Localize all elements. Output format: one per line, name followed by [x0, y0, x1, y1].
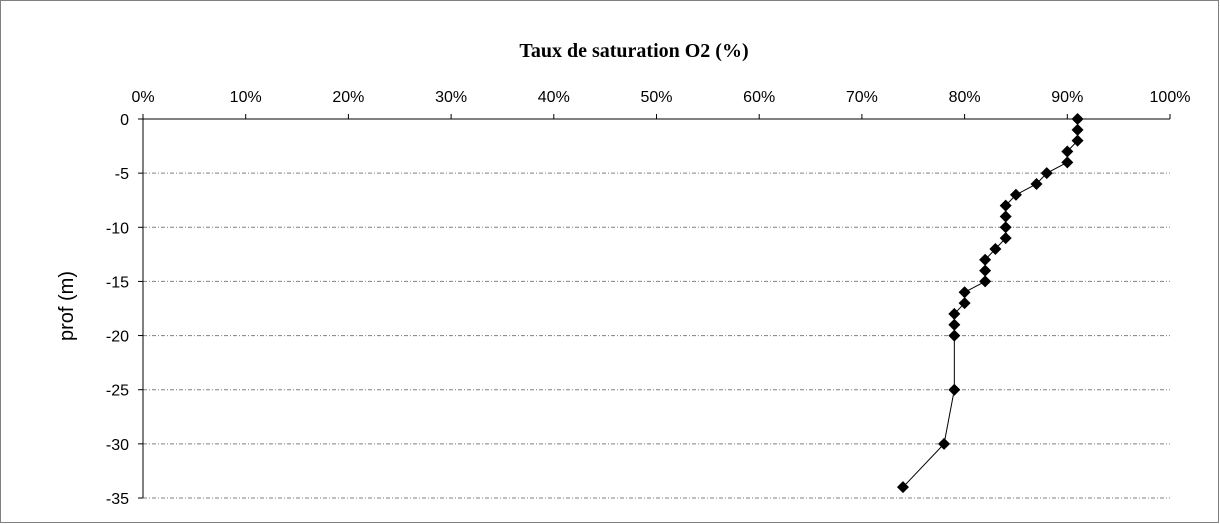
y-tick-label: -5 [115, 166, 129, 183]
data-point-marker [999, 221, 1012, 234]
y-tick-label: -30 [106, 437, 129, 454]
y-tick-label: 0 [120, 112, 129, 129]
y-tick-label: -25 [106, 383, 129, 400]
data-point-marker [999, 232, 1012, 245]
x-tick-label: 80% [949, 89, 981, 106]
data-point-marker [938, 437, 951, 450]
axes: 0% 10% 20% 30% 40% 50% 60% 70% 80% 90% 100% 0 -5 -10 -… [106, 89, 1191, 508]
data-point-marker [958, 297, 971, 310]
data-point-marker [948, 383, 961, 396]
x-tick-label: 30% [435, 89, 467, 106]
x-tick-label: 10% [230, 89, 262, 106]
data-point-marker [979, 264, 992, 277]
x-tick-label: 20% [332, 89, 364, 106]
data-point-marker [1040, 167, 1053, 180]
data-point-marker [948, 318, 961, 331]
data-series [896, 113, 1084, 494]
data-point-marker [958, 286, 971, 299]
x-tick-label: 70% [846, 89, 878, 106]
x-tick-label: 40% [538, 89, 570, 106]
x-tick-label: 90% [1051, 89, 1083, 106]
x-tick-label: 100% [1150, 89, 1191, 106]
data-point-marker [989, 242, 1002, 255]
data-point-marker [999, 210, 1012, 223]
data-point-marker [1061, 156, 1074, 169]
data-point-marker [979, 275, 992, 288]
data-point-marker [1071, 134, 1084, 147]
y-axis-label: prof (m) [56, 271, 78, 341]
x-tick-label: 0% [131, 89, 154, 106]
data-point-marker [999, 199, 1012, 212]
data-point-marker [948, 307, 961, 320]
y-tick-label: -20 [106, 329, 129, 346]
y-tick-label: -35 [106, 491, 129, 508]
data-point-marker [1009, 188, 1022, 201]
data-point-marker [1061, 145, 1074, 158]
y-tick-label: -15 [106, 274, 129, 291]
grid-lines [143, 172, 1170, 499]
x-tick-label: 50% [640, 89, 672, 106]
chart-title: Taux de saturation O2 (%) [519, 40, 748, 62]
y-tick-label: -10 [106, 220, 129, 237]
data-point-marker [979, 253, 992, 266]
data-point-marker [948, 329, 961, 342]
data-point-marker [1030, 177, 1043, 190]
data-point-marker [1071, 113, 1084, 125]
data-point-marker [1071, 123, 1084, 136]
x-tick-label: 60% [743, 89, 775, 106]
data-point-marker [896, 481, 909, 494]
